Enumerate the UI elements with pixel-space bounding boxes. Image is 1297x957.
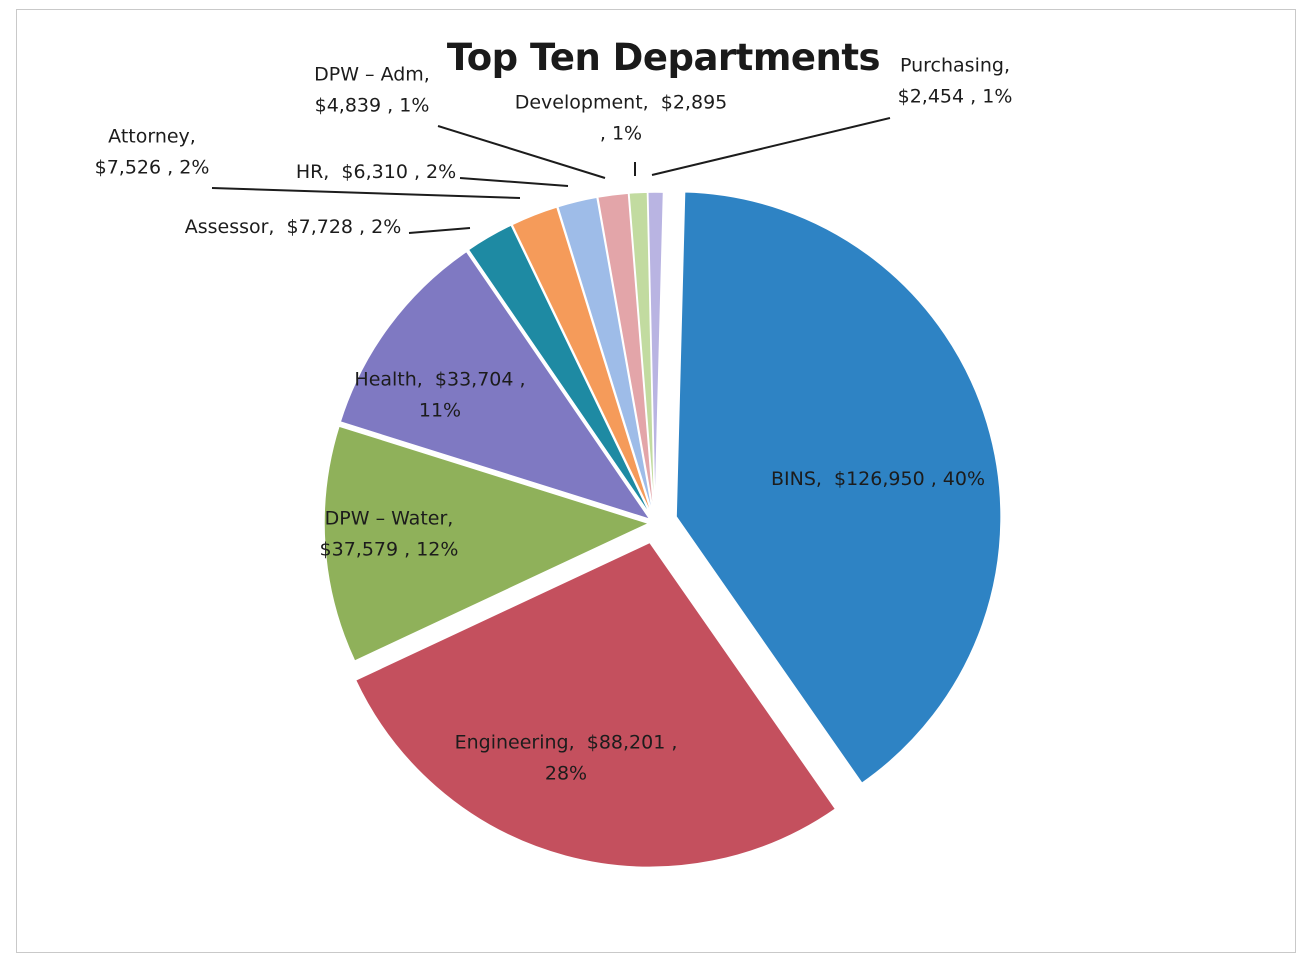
pie-slice-attorney: [510, 205, 654, 518]
leader-line-assessor: [408, 227, 471, 234]
slice-label-hr: HR, $6,310 , 2%: [296, 161, 456, 183]
leader-line-purchasing: [651, 117, 891, 176]
slice-label-dpw-water: DPW – Water, $37,579 , 12%: [320, 508, 459, 561]
pie-slice-assessor: [467, 223, 653, 519]
leader-line-hr: [459, 177, 569, 187]
pie-slice-health: [339, 250, 653, 521]
pie-slice-dpw-water: [323, 425, 652, 663]
leader-line-attorney: [211, 187, 521, 199]
pie-slice-purchasing: [647, 191, 665, 518]
slice-label-purchasing: Purchasing, $2,454 , 1%: [898, 55, 1013, 108]
chart-title: Top Ten Departments: [446, 36, 881, 79]
pie-slice-engineering: [354, 541, 837, 869]
leader-line-dpw-adm: [437, 125, 606, 179]
slice-label-bins: BINS, $126,950 , 40%: [771, 468, 985, 490]
pie-slice-bins: [675, 191, 1002, 785]
slice-label-engineering: Engineering, $88,201 , 28%: [455, 732, 678, 785]
slice-label-health: Health, $33,704 , 11%: [354, 369, 525, 422]
slice-label-assessor: Assessor, $7,728 , 2%: [185, 216, 402, 238]
slice-label-dpw-adm: DPW – Adm, $4,839 , 1%: [314, 64, 430, 117]
slice-label-development: Development, $2,895, 1%: [515, 92, 728, 145]
slice-label-attorney: Attorney, $7,526 , 2%: [95, 126, 210, 179]
